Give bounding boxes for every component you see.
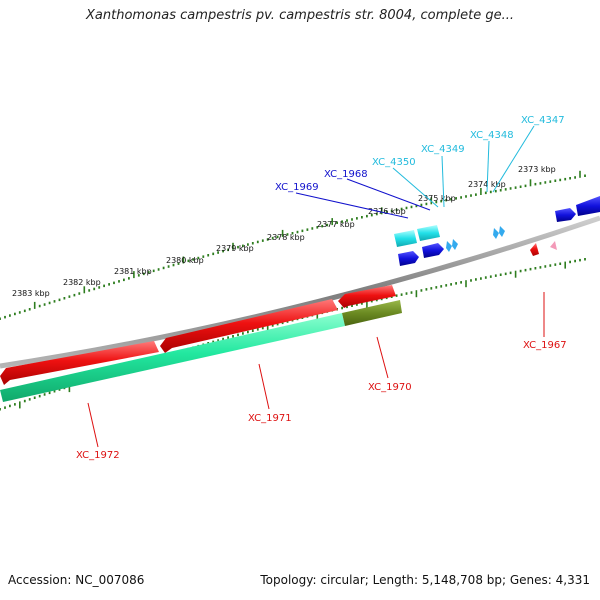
genome-backbone [0, 215, 600, 369]
map-title: Xanthomonas campestris pv. campestris st… [86, 8, 514, 23]
leader-lines [87, 125, 545, 448]
kbp-label-2378: 2378 kbp [267, 233, 305, 242]
gene-xc-1970-arrow[interactable] [338, 285, 396, 308]
kbp-label-2373: 2373 kbp [518, 165, 556, 174]
label-xc-1972: XC_1972 [76, 450, 120, 461]
gene-xc-1972-arrow[interactable] [0, 341, 159, 385]
label-xc-1969: XC_1969 [275, 182, 319, 193]
gene-labels: XC_4347 XC_4348 XC_4349 XC_4350 XC_1968 … [76, 115, 567, 461]
kbp-label-2379: 2379 kbp [216, 244, 254, 253]
gene-lightblue-tick-4[interactable] [499, 226, 505, 237]
leader-xc-4348 [486, 140, 490, 193]
reverse-genes[interactable] [0, 241, 557, 402]
gene-lightblue-tick-2[interactable] [452, 239, 458, 250]
summary-text: Topology: circular; Length: 5,148,708 bp… [260, 573, 590, 587]
gene-xc-1971-arrow[interactable] [160, 299, 338, 353]
gene-xc-1967-arrow[interactable] [530, 243, 539, 256]
kbp-label-2377: 2377 kbp [317, 220, 355, 229]
label-xc-1970: XC_1970 [368, 382, 412, 393]
kbp-label-2375: 2375 kbp [418, 194, 456, 203]
label-xc-1971: XC_1971 [248, 413, 292, 424]
gene-lightblue-tick-3[interactable] [493, 228, 499, 239]
leader-xc-4350 [392, 167, 439, 208]
label-xc-4350: XC_4350 [372, 157, 416, 168]
label-xc-1968: XC_1968 [324, 169, 368, 180]
gene-small-blue-1[interactable] [422, 243, 444, 258]
upper-scale-ring [0, 170, 586, 320]
kbp-label-2376: 2376 kbp [368, 207, 406, 216]
gene-xc-4350-box[interactable] [394, 230, 417, 247]
kbp-label-2380: 2380 kbp [166, 256, 204, 265]
leader-xc-4349 [441, 155, 445, 208]
gene-xc-4347-arrow[interactable] [576, 196, 600, 216]
gene-lightblue-tick-1[interactable] [446, 241, 452, 252]
kbp-label-2383: 2383 kbp [12, 289, 50, 298]
gene-green-long[interactable] [0, 313, 345, 402]
label-xc-4347: XC_4347 [521, 115, 565, 126]
leader-xc-1971 [258, 363, 270, 410]
leader-xc-4347 [492, 125, 535, 193]
leader-xc-1969 [295, 192, 409, 219]
kbp-label-2381: 2381 kbp [114, 267, 152, 276]
gene-xc-4348-arrow[interactable] [555, 208, 576, 222]
leader-xc-1968 [346, 178, 431, 211]
forward-genes[interactable] [394, 196, 600, 266]
label-xc-1967: XC_1967 [523, 340, 567, 351]
accession-text: Accession: NC_007086 [8, 573, 145, 587]
label-xc-4349: XC_4349 [421, 144, 465, 155]
gene-small-blue-2[interactable] [398, 251, 419, 266]
leader-xc-1970 [376, 336, 389, 379]
label-xc-4348: XC_4348 [470, 130, 514, 141]
leader-xc-1972 [87, 402, 99, 448]
gene-xc-4349-box[interactable] [417, 225, 440, 241]
gene-pink-marker[interactable] [550, 241, 557, 250]
gene-olive-segment[interactable] [342, 300, 402, 326]
kbp-label-2382: 2382 kbp [63, 278, 101, 287]
